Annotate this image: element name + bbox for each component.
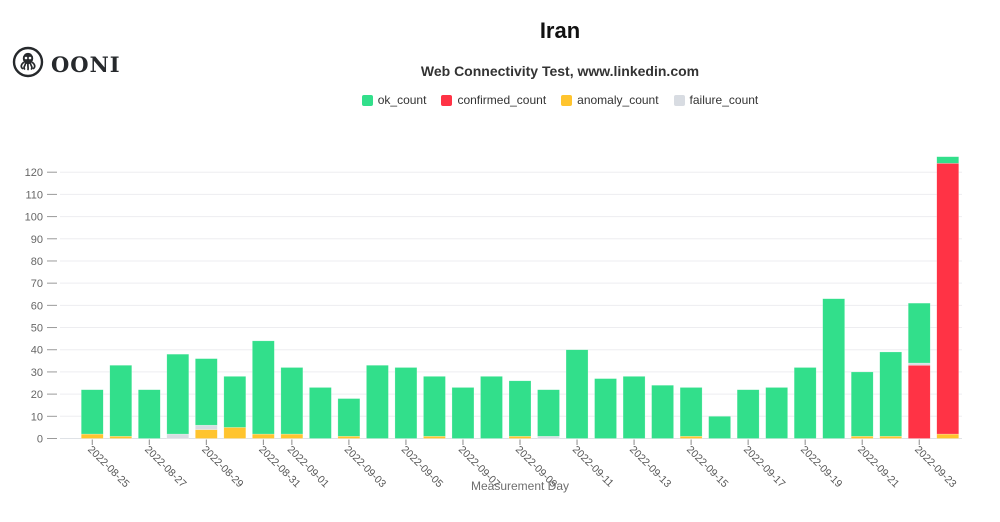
y-axis-label: 40 (31, 345, 43, 357)
y-axis-label: 0 (37, 434, 43, 446)
bar-segment-ok_count-2022-09-04[interactable] (366, 365, 389, 439)
y-axis-label: 30 (31, 367, 43, 379)
bar-segment-failure_count-2022-09-10[interactable] (537, 436, 560, 439)
bar-segment-anomaly_count-2022-09-22[interactable] (879, 436, 902, 439)
bar-segment-anomaly_count-2022-08-25[interactable] (81, 433, 104, 439)
legend-label: ok_count (377, 93, 427, 107)
bar-segment-anomaly_count-2022-09-03[interactable] (337, 436, 361, 439)
bar-segment-anomaly_count-2022-09-21[interactable] (850, 436, 874, 439)
y-axis-label: 90 (31, 234, 43, 246)
bar-segment-ok_count-2022-08-29[interactable] (195, 358, 218, 426)
bar-segment-failure_count-2022-09-23[interactable] (907, 362, 931, 366)
bar-segment-ok_count-2022-09-14[interactable] (651, 384, 674, 439)
bar-segment-ok_count-2022-09-19[interactable] (793, 367, 817, 439)
bar-segment-ok_count-2022-09-06[interactable] (423, 376, 446, 437)
bar-segment-ok_count-2022-09-01[interactable] (280, 367, 304, 435)
y-axis-label: 60 (31, 300, 43, 312)
bar-segment-ok_count-2022-09-03[interactable] (337, 398, 361, 437)
chart-title: Iran (539, 18, 581, 43)
y-axis-label: 120 (25, 167, 43, 179)
y-axis-label: 100 (25, 212, 43, 224)
legend-label: confirmed_count (457, 93, 547, 107)
bar-segment-ok_count-2022-09-24[interactable] (936, 156, 959, 164)
legend-item-confirmed_count[interactable]: confirmed_count (441, 93, 546, 107)
bar-segment-ok_count-2022-09-16[interactable] (708, 416, 731, 439)
ooni-logo: OONI (12, 46, 121, 83)
bar-segment-ok_count-2022-09-23[interactable] (907, 302, 931, 364)
y-axis-label: 80 (31, 256, 43, 268)
bar-segment-ok_count-2022-09-07[interactable] (451, 387, 475, 439)
bar-segment-ok_count-2022-09-12[interactable] (594, 378, 617, 439)
bar-segment-ok_count-2022-09-10[interactable] (537, 389, 560, 437)
bar-segment-anomaly_count-2022-09-15[interactable] (679, 436, 703, 439)
bar-segment-anomaly_count-2022-08-31[interactable] (252, 433, 275, 439)
y-axis-label: 110 (25, 189, 43, 201)
bar-segment-anomaly_count-2022-09-09[interactable] (508, 436, 532, 439)
bar-segment-ok_count-2022-09-21[interactable] (850, 371, 874, 437)
bar-segment-anomaly_count-2022-09-01[interactable] (280, 433, 304, 439)
bar-segment-failure_count-2022-08-29[interactable] (195, 424, 218, 430)
legend-swatch-icon (361, 94, 373, 106)
ooni-wordmark: OONI (51, 52, 121, 77)
bar-segment-ok_count-2022-08-28[interactable] (166, 353, 190, 435)
bar-segment-ok_count-2022-09-15[interactable] (679, 387, 703, 437)
legend-swatch-icon (673, 94, 685, 106)
bar-segment-ok_count-2022-09-17[interactable] (736, 389, 760, 439)
legend-label: anomaly_count (577, 93, 659, 107)
bar-segment-ok_count-2022-09-20[interactable] (822, 298, 845, 439)
legend: ok_count confirmed_count anomaly_count fail… (120, 93, 1000, 107)
bar-segment-confirmed_count-2022-09-24[interactable] (936, 163, 959, 435)
y-axis-label: 50 (31, 323, 43, 335)
bar-segment-confirmed_count-2022-09-23[interactable] (907, 365, 931, 439)
bar-segment-ok_count-2022-09-02[interactable] (309, 387, 332, 439)
bar-segment-ok_count-2022-09-11[interactable] (565, 349, 589, 439)
legend-swatch-icon (561, 94, 573, 106)
legend-item-ok_count[interactable]: ok_count (361, 93, 427, 107)
bar-segment-anomaly_count-2022-08-26[interactable] (109, 436, 133, 439)
chart-subtitle: Web Connectivity Test, www.linkedin.com (420, 63, 700, 79)
legend-label: failure_count (689, 93, 759, 107)
bar-segment-ok_count-2022-09-13[interactable] (622, 376, 646, 439)
bar-segment-ok_count-2022-09-22[interactable] (879, 351, 902, 437)
bar-segment-anomaly_count-2022-08-29[interactable] (195, 429, 218, 439)
y-axis-label: 10 (31, 411, 43, 423)
bar-segment-ok_count-2022-08-27[interactable] (138, 389, 161, 439)
octopus-icon (12, 46, 44, 83)
bar-segment-ok_count-2022-09-18[interactable] (765, 387, 788, 439)
legend-item-failure_count[interactable]: failure_count (673, 93, 759, 107)
y-axis-label: 70 (31, 278, 43, 290)
bar-segment-ok_count-2022-08-30[interactable] (223, 376, 247, 428)
bar-segment-anomaly_count-2022-09-24[interactable] (936, 433, 959, 439)
bar-segment-ok_count-2022-09-05[interactable] (394, 367, 418, 439)
legend-swatch-icon (441, 94, 453, 106)
legend-item-anomaly_count[interactable]: anomaly_count (561, 93, 659, 107)
bar-segment-anomaly_count-2022-09-06[interactable] (423, 436, 446, 439)
bar-segment-ok_count-2022-09-08[interactable] (480, 376, 503, 439)
bar-segment-ok_count-2022-08-25[interactable] (81, 389, 104, 435)
x-axis-title: Measurement Day (470, 479, 570, 493)
bar-segment-ok_count-2022-08-26[interactable] (109, 365, 133, 437)
bar-segment-anomaly_count-2022-08-30[interactable] (223, 427, 247, 439)
bar-segment-ok_count-2022-08-31[interactable] (252, 340, 275, 435)
y-axis-label: 20 (31, 389, 43, 401)
bar-segment-ok_count-2022-09-09[interactable] (508, 380, 532, 437)
bar-segment-failure_count-2022-08-28[interactable] (166, 433, 190, 439)
